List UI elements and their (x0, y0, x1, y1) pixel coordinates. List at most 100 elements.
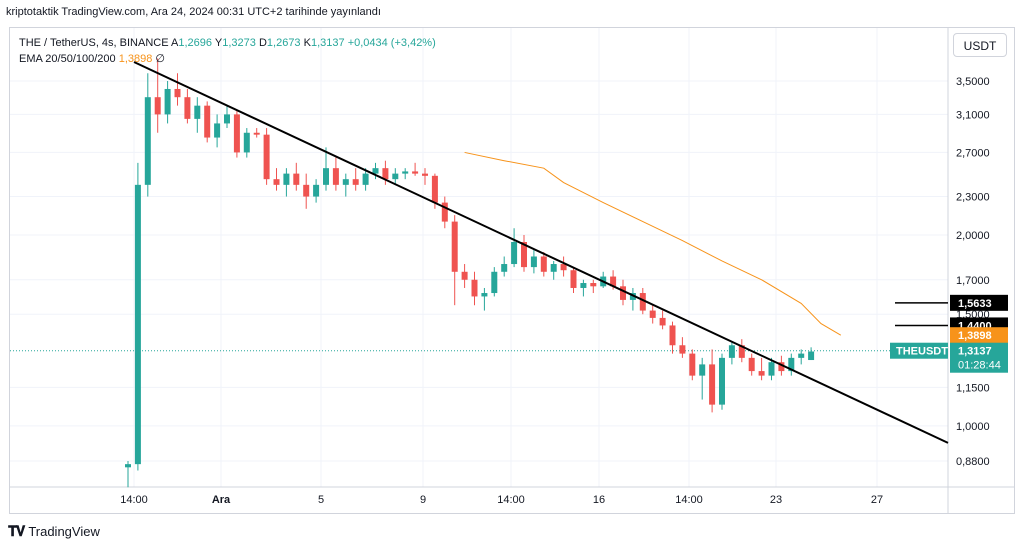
change-value: +0,0434 (+3,42%) (347, 37, 436, 49)
ema-empty-values: ∅ (155, 53, 166, 65)
candle-body (501, 264, 508, 272)
high-value: 1,3273 (222, 37, 256, 49)
candle-body (323, 168, 329, 185)
candle-body (511, 241, 518, 265)
candle-body (719, 357, 725, 405)
y-tick-label: 3,5000 (956, 76, 990, 88)
candle-body (154, 97, 161, 115)
candle-body (659, 317, 666, 326)
candle-body (560, 264, 567, 271)
x-tick-label: 5 (318, 494, 324, 506)
candle-body (550, 264, 557, 272)
chart-frame (9, 27, 1015, 514)
x-tick-label: 9 (420, 494, 426, 506)
candle-body (224, 114, 230, 124)
tradingview-logo-icon: 𝐓𝐕 (8, 523, 25, 539)
x-tick-label: 14:00 (675, 494, 703, 506)
candle-body (125, 464, 131, 468)
y-tick-label: 1,1500 (956, 382, 990, 394)
candle-body (352, 179, 359, 185)
footer-brand[interactable]: TradingView (28, 524, 100, 539)
publish-info: kriptotaktik TradingView.com, Ara 24, 20… (6, 6, 381, 18)
last-price-countdown: 01:28:44 (958, 360, 1001, 372)
candle-body (748, 357, 755, 372)
open-label: A (171, 37, 179, 49)
candle-body (699, 364, 706, 376)
ema-line (464, 151, 842, 336)
candle-body (530, 256, 537, 268)
candle-body (521, 241, 527, 268)
ohlc-row: THE / TetherUS, 4s, BINANCE A1,2696 Y1,3… (19, 35, 436, 51)
candle-body (639, 293, 646, 311)
y-tick-label: 3,1000 (956, 109, 990, 121)
close-value: 1,3137 (310, 37, 345, 49)
candle-body (679, 345, 686, 354)
candle-body (461, 271, 468, 280)
candle-body (788, 357, 795, 372)
candle-body (481, 293, 488, 297)
candle-body (709, 364, 716, 405)
open-value: 1,2696 (178, 37, 213, 49)
candle-body (144, 97, 151, 185)
candle-body (441, 202, 448, 222)
symbol-title[interactable]: THE / TetherUS, 4s, BINANCE (19, 37, 169, 49)
candle-body (273, 179, 280, 185)
candle-body (372, 168, 379, 174)
y-tick-label: 1,7000 (956, 275, 990, 287)
y-tick-label: 2,0000 (956, 230, 990, 242)
currency-button[interactable]: USDT (953, 33, 1007, 57)
candle-body (362, 173, 369, 185)
candle-body (590, 283, 597, 287)
candle-body (540, 256, 547, 272)
candle-body (738, 345, 745, 358)
last-price-value: 1,3137 (958, 346, 992, 358)
trendline[interactable] (133, 61, 949, 444)
x-tick-label: 14:00 (120, 494, 148, 506)
x-tick-label: 14:00 (497, 494, 525, 506)
candle-body (471, 279, 478, 297)
candle-body (808, 351, 815, 361)
candle-body (669, 325, 676, 346)
candle-body (263, 134, 270, 180)
price-label-box (950, 327, 1008, 344)
candle-body (491, 271, 498, 294)
symbol-label-text: THEUSDT (896, 346, 948, 358)
close-label: K (303, 37, 311, 49)
high-label: Y (214, 37, 223, 49)
candle-body (184, 97, 191, 119)
price-label-box (950, 294, 1008, 311)
candle-body (134, 184, 141, 465)
chart-legend: THE / TetherUS, 4s, BINANCE A1,2696 Y1,3… (19, 35, 436, 67)
candle-body (412, 171, 419, 174)
low-label: D (258, 37, 267, 49)
ema-label[interactable]: EMA 20/50/100/200 (19, 53, 116, 65)
candle-body (620, 286, 626, 300)
candle-body (580, 283, 587, 288)
candle-body (422, 173, 428, 176)
x-tick-label: Ara (212, 494, 231, 506)
price-label-text: 1,5633 (958, 298, 992, 310)
candle-body (768, 362, 775, 376)
y-tick-label: 0,8800 (956, 456, 990, 468)
x-tick-label: 23 (770, 494, 782, 506)
candle-body (610, 276, 617, 287)
candle-body (382, 168, 389, 180)
candle-body (243, 132, 250, 153)
candle-body (649, 310, 656, 318)
candle-body (728, 345, 735, 358)
candle-body (283, 173, 290, 185)
candle-body (778, 362, 785, 372)
candle-body (253, 132, 260, 135)
candle-body (451, 221, 458, 272)
candle-body (402, 171, 409, 174)
candle-body (214, 123, 221, 138)
candle-body (313, 184, 320, 197)
low-value: 1,2673 (266, 37, 301, 49)
candle-body (392, 173, 399, 180)
candle-body (233, 114, 240, 153)
candle-body (164, 88, 171, 115)
symbol-label-box (890, 342, 948, 359)
candle-body (431, 175, 438, 203)
candle-body (342, 179, 349, 185)
